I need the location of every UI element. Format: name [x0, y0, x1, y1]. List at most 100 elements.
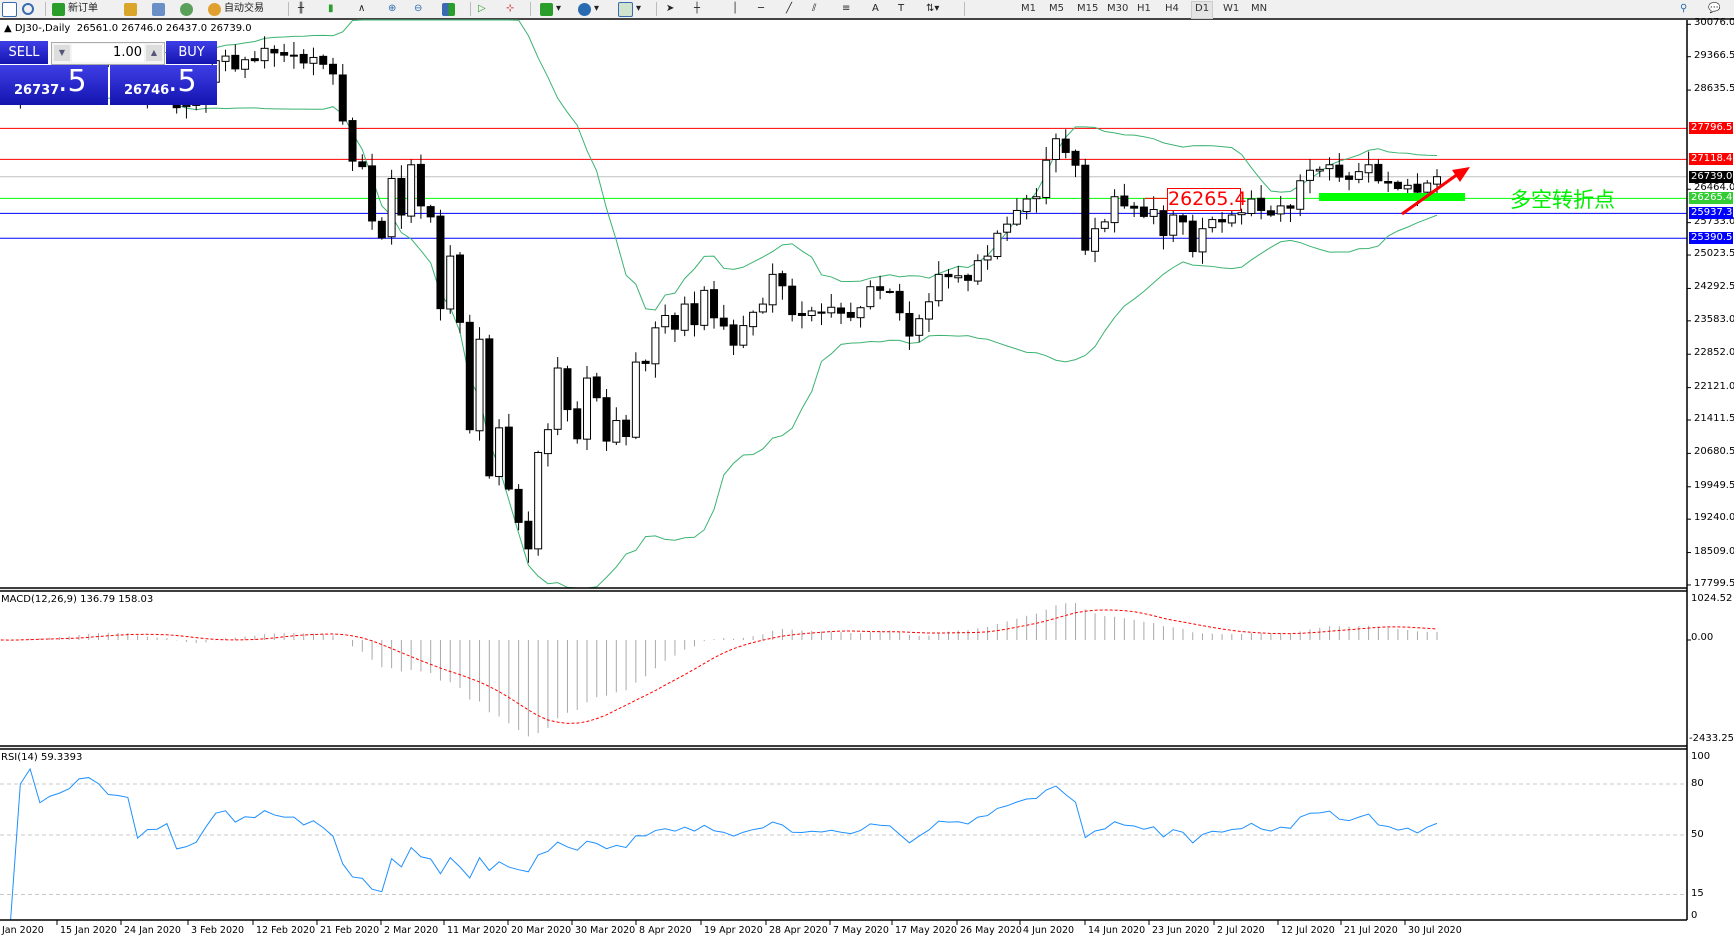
- periods-button[interactable]: ▾: [578, 1, 599, 17]
- candle: [1247, 190, 1256, 217]
- candle-body: [739, 325, 748, 346]
- chart-shift-icon: ⊹: [506, 3, 515, 14]
- lot-increase-button[interactable]: ▲: [146, 45, 162, 61]
- candle-body: [1198, 228, 1207, 253]
- autoscroll-button[interactable]: ▷: [478, 1, 486, 17]
- timeframe-m30[interactable]: M30: [1107, 3, 1129, 14]
- server-icon: [152, 2, 165, 16]
- candle-body: [1433, 176, 1441, 185]
- toolbar: 新订单 自动交易 ╫ ▮ ∧ ⊕ ⊖ ▷ ⊹ ▾ ▾ ▾ ➤ ┼ │ ─ ╱ ⫽…: [0, 0, 1734, 20]
- text-tool[interactable]: A: [872, 1, 879, 17]
- candle-body: [495, 427, 504, 478]
- horizontal-line-tool[interactable]: ─: [758, 1, 764, 17]
- candle-chart-button[interactable]: ▮: [328, 1, 334, 17]
- timeframe-h1[interactable]: H1: [1137, 3, 1151, 14]
- candle-body: [573, 408, 582, 440]
- new-order-button[interactable]: 新订单: [52, 1, 98, 17]
- search-button[interactable]: ⚲: [1680, 1, 1687, 17]
- cursor-tool[interactable]: ➤: [666, 1, 674, 17]
- collapse-icon[interactable]: ▲: [4, 23, 12, 34]
- red-arrow-icon[interactable]: [1401, 172, 1459, 216]
- crosshair-tool[interactable]: ┼: [694, 1, 700, 17]
- trendline-tool[interactable]: ╱: [786, 1, 792, 17]
- candle-body: [1081, 164, 1090, 251]
- chart-shift-button[interactable]: ⊹: [506, 1, 514, 17]
- candle-body: [1091, 228, 1100, 252]
- vertical-line-tool[interactable]: │: [732, 1, 738, 17]
- candle-body: [397, 177, 406, 216]
- zoom-in-button[interactable]: ⊕: [388, 1, 396, 17]
- price-axis-label: 20680.5: [1694, 446, 1734, 458]
- candle-body: [1384, 180, 1393, 184]
- market-watch-button[interactable]: [124, 1, 137, 17]
- candle-body: [797, 312, 806, 316]
- timeframe-mn[interactable]: MN: [1251, 3, 1268, 14]
- lot-input[interactable]: 1.00: [72, 44, 144, 62]
- candle: [1384, 171, 1393, 192]
- price-annotation-box[interactable]: 26265.4: [1167, 188, 1247, 211]
- bar-chart-button[interactable]: ╫: [298, 1, 304, 17]
- date-axis-label: 26 May 2020: [960, 925, 1022, 936]
- turning-point-label[interactable]: 多空转折点: [1510, 188, 1615, 212]
- timeframe-m15[interactable]: M15: [1077, 3, 1099, 14]
- candle: [788, 278, 797, 322]
- fibonacci-tool[interactable]: ≡: [842, 1, 850, 17]
- price-level-tag: 27796.5: [1689, 122, 1733, 135]
- sell-price-button[interactable]: 26737 .5: [0, 64, 108, 105]
- tile-windows-button[interactable]: [442, 1, 455, 17]
- candle: [573, 401, 582, 444]
- timeframe-d1[interactable]: D1: [1191, 1, 1214, 19]
- zoom-chart-button[interactable]: [22, 1, 34, 17]
- candle: [1159, 205, 1168, 250]
- support-zone-bar[interactable]: [1319, 193, 1465, 201]
- timeframe-m1[interactable]: M1: [1021, 3, 1036, 14]
- sell-button[interactable]: SELL: [0, 41, 48, 64]
- candle: [436, 209, 445, 321]
- lot-size-stepper[interactable]: ▼ 1.00 ▲: [51, 42, 165, 65]
- zoom-out-button[interactable]: ⊖: [414, 1, 422, 17]
- candle-body: [368, 165, 377, 222]
- candle-body: [700, 289, 709, 326]
- date-axis-label: 4 Jun 2020: [1023, 925, 1075, 936]
- candle: [670, 312, 679, 343]
- line-chart-button[interactable]: ∧: [358, 1, 365, 17]
- candle: [1091, 217, 1100, 263]
- lot-decrease-button[interactable]: ▼: [54, 45, 70, 61]
- candle-body: [788, 285, 797, 316]
- candle: [1218, 212, 1227, 233]
- candle-body: [1237, 212, 1246, 216]
- candle: [446, 245, 455, 314]
- candle: [973, 254, 982, 285]
- chat-button[interactable]: 💬: [1708, 1, 1720, 17]
- candle: [592, 372, 601, 402]
- buy-button[interactable]: BUY: [166, 41, 217, 64]
- date-axis-label: 28 Apr 2020: [769, 925, 828, 936]
- auto-trading-button[interactable]: 自动交易: [208, 1, 264, 17]
- candle-body: [456, 254, 464, 323]
- candle-body: [710, 289, 719, 319]
- candle: [1178, 213, 1187, 235]
- navigator-button[interactable]: [152, 1, 165, 17]
- buy-price-button[interactable]: 26746 .5: [110, 64, 217, 105]
- templates-button[interactable]: ▾: [618, 1, 641, 17]
- date-axis-label: 15 Jan 2020: [60, 925, 117, 936]
- arrows-tool[interactable]: ⇅▾: [926, 1, 939, 17]
- equidistant-channel-tool[interactable]: ⫽: [812, 1, 816, 17]
- candle-body: [1257, 197, 1266, 211]
- new-chart-button[interactable]: [2, 1, 17, 17]
- candle-body: [436, 215, 445, 310]
- indicators-button[interactable]: ▾: [540, 1, 561, 17]
- candle: [680, 296, 689, 337]
- price-axis-label: 17799.5: [1694, 577, 1734, 589]
- timeframe-w1[interactable]: W1: [1223, 3, 1240, 14]
- text-label-tool[interactable]: T: [898, 1, 904, 17]
- candle-body: [719, 317, 728, 327]
- timeframe-h4[interactable]: H4: [1165, 3, 1179, 14]
- candle-body: [768, 273, 777, 306]
- magnifier-icon: [22, 3, 34, 15]
- timeframe-m5[interactable]: M5: [1049, 3, 1064, 14]
- candle: [856, 305, 865, 328]
- signals-button[interactable]: [180, 1, 193, 17]
- candle-body: [641, 360, 650, 364]
